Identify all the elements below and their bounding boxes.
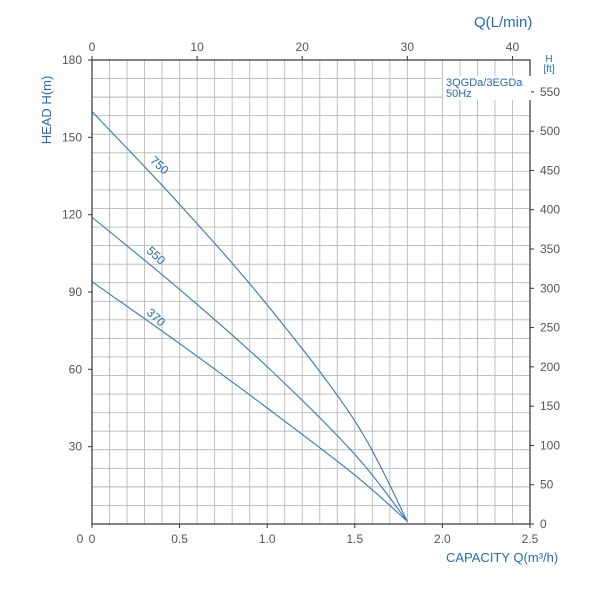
- x2-tick-label: 40: [506, 40, 520, 54]
- curve-750: [91, 111, 408, 522]
- x-tick-label: 2.0: [434, 532, 451, 546]
- y-tick-label: 180: [62, 53, 82, 67]
- y2-tick-label: 350: [540, 242, 560, 256]
- y2-tick-label: 500: [540, 124, 560, 138]
- y-axis-title: HEAD H(m): [39, 76, 54, 145]
- y2-tick-label: 400: [540, 203, 560, 217]
- x-tick-label: 0: [89, 532, 96, 546]
- y-tick-label: 90: [69, 285, 83, 299]
- plot-area-frame: [91, 59, 531, 525]
- x2-tick-label: 10: [190, 40, 204, 54]
- legend-frequency: 50Hz: [446, 88, 472, 100]
- y2-tick-label: 50: [540, 478, 554, 492]
- y-tick-label: 120: [62, 208, 82, 222]
- y2-tick-label: 200: [540, 360, 560, 374]
- x-tick-label: 1.5: [346, 532, 363, 546]
- y2-axis-title-bottom: [ft]: [543, 64, 554, 75]
- y-tick-label: 150: [62, 130, 82, 144]
- y2-tick-label: 550: [540, 85, 560, 99]
- grid: [92, 60, 530, 524]
- x2-axis-title: Q(L/min): [474, 14, 532, 31]
- x2-tick-label: 0: [89, 40, 96, 54]
- x-tick-label: 0.5: [171, 532, 188, 546]
- y2-tick-label: 450: [540, 163, 560, 177]
- legend-model: 3QGDa/3EGDa: [446, 77, 523, 89]
- origin-label: 0: [77, 532, 84, 546]
- y2-tick-label: 100: [540, 438, 560, 452]
- y-tick-label: 30: [69, 440, 83, 454]
- y2-tick-label: 250: [540, 321, 560, 335]
- y2-axis-title-top: H: [545, 54, 552, 65]
- curve-370: [91, 281, 408, 522]
- legend-box: 3QGDa/3EGDa 50Hz: [443, 76, 531, 100]
- y2-tick-label: 150: [540, 399, 560, 413]
- x-axis-title: CAPACITY Q(m³/h): [446, 550, 558, 565]
- x2-tick-label: 20: [296, 40, 310, 54]
- x2-tick-label: 30: [401, 40, 415, 54]
- y2-tick-label: 0: [540, 517, 547, 531]
- x-tick-label: 1.0: [259, 532, 276, 546]
- curve-550: [91, 216, 408, 522]
- y2-tick-label: 300: [540, 281, 560, 295]
- x-tick-label: 2.5: [522, 532, 539, 546]
- y-tick-label: 60: [69, 362, 83, 376]
- curve-label-370: 370: [144, 305, 168, 329]
